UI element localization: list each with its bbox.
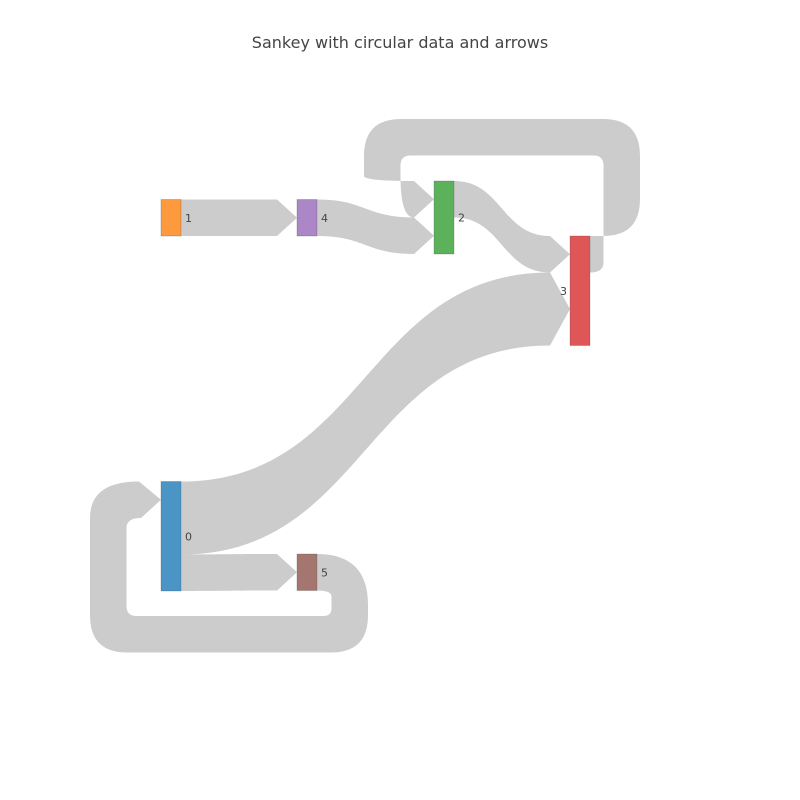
node-1[interactable] <box>160 199 182 237</box>
link-0-to-3[interactable] <box>181 272 570 555</box>
link-5-to-0[interactable] <box>90 481 368 653</box>
node-label-1: 1 <box>185 212 192 225</box>
node-3[interactable] <box>569 235 591 346</box>
link-4-to-2[interactable] <box>317 199 434 255</box>
node-label-2: 2 <box>458 212 465 225</box>
link-0-to-5[interactable] <box>181 554 297 591</box>
chart-title: Sankey with circular data and arrows <box>251 33 549 52</box>
node-label-4: 4 <box>321 212 328 225</box>
node-0[interactable] <box>160 481 182 592</box>
node-label-5: 5 <box>321 566 328 579</box>
link-3-to-2[interactable] <box>364 119 640 273</box>
link-1-to-4[interactable] <box>181 199 297 237</box>
node-label-3: 3 <box>560 285 567 298</box>
labels-layer: 0 1 2 3 4 5 <box>185 212 567 580</box>
nodes-layer <box>160 180 591 592</box>
node-label-0: 0 <box>185 530 192 543</box>
node-4[interactable] <box>296 199 318 237</box>
node-2[interactable] <box>433 180 455 255</box>
link-2-to-3[interactable] <box>454 181 570 273</box>
links-layer <box>90 119 640 653</box>
node-5[interactable] <box>296 553 318 591</box>
